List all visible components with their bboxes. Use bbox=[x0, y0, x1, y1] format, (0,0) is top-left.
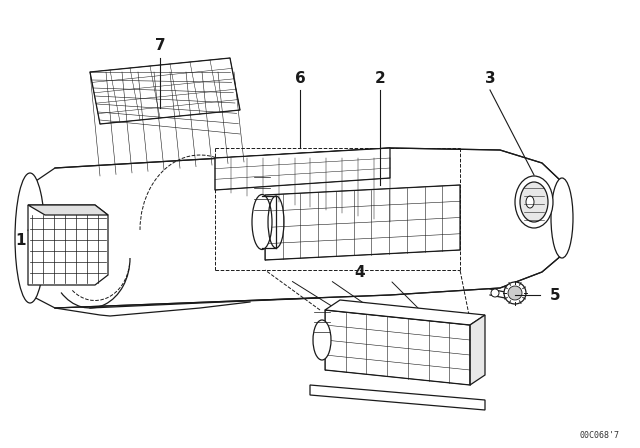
Ellipse shape bbox=[504, 282, 526, 304]
Polygon shape bbox=[265, 185, 460, 260]
Ellipse shape bbox=[15, 173, 45, 303]
Polygon shape bbox=[28, 205, 108, 215]
Ellipse shape bbox=[252, 194, 272, 250]
Ellipse shape bbox=[515, 176, 553, 228]
Text: 3: 3 bbox=[484, 70, 495, 86]
Polygon shape bbox=[215, 148, 390, 190]
Text: 6: 6 bbox=[294, 70, 305, 86]
Polygon shape bbox=[325, 300, 485, 325]
Ellipse shape bbox=[520, 182, 548, 222]
Text: 1: 1 bbox=[15, 230, 28, 248]
Text: 4: 4 bbox=[355, 264, 365, 280]
Ellipse shape bbox=[508, 286, 522, 300]
Text: 00C068'7: 00C068'7 bbox=[580, 431, 620, 440]
Text: 5: 5 bbox=[550, 288, 561, 302]
Text: 7: 7 bbox=[155, 38, 165, 52]
Polygon shape bbox=[22, 148, 572, 308]
Text: 2: 2 bbox=[374, 70, 385, 86]
Polygon shape bbox=[310, 385, 485, 410]
Ellipse shape bbox=[313, 320, 331, 360]
Polygon shape bbox=[90, 58, 240, 124]
Polygon shape bbox=[325, 310, 470, 385]
Ellipse shape bbox=[491, 289, 499, 297]
Polygon shape bbox=[28, 205, 108, 285]
Polygon shape bbox=[470, 315, 485, 385]
Ellipse shape bbox=[526, 196, 534, 208]
Ellipse shape bbox=[551, 178, 573, 258]
